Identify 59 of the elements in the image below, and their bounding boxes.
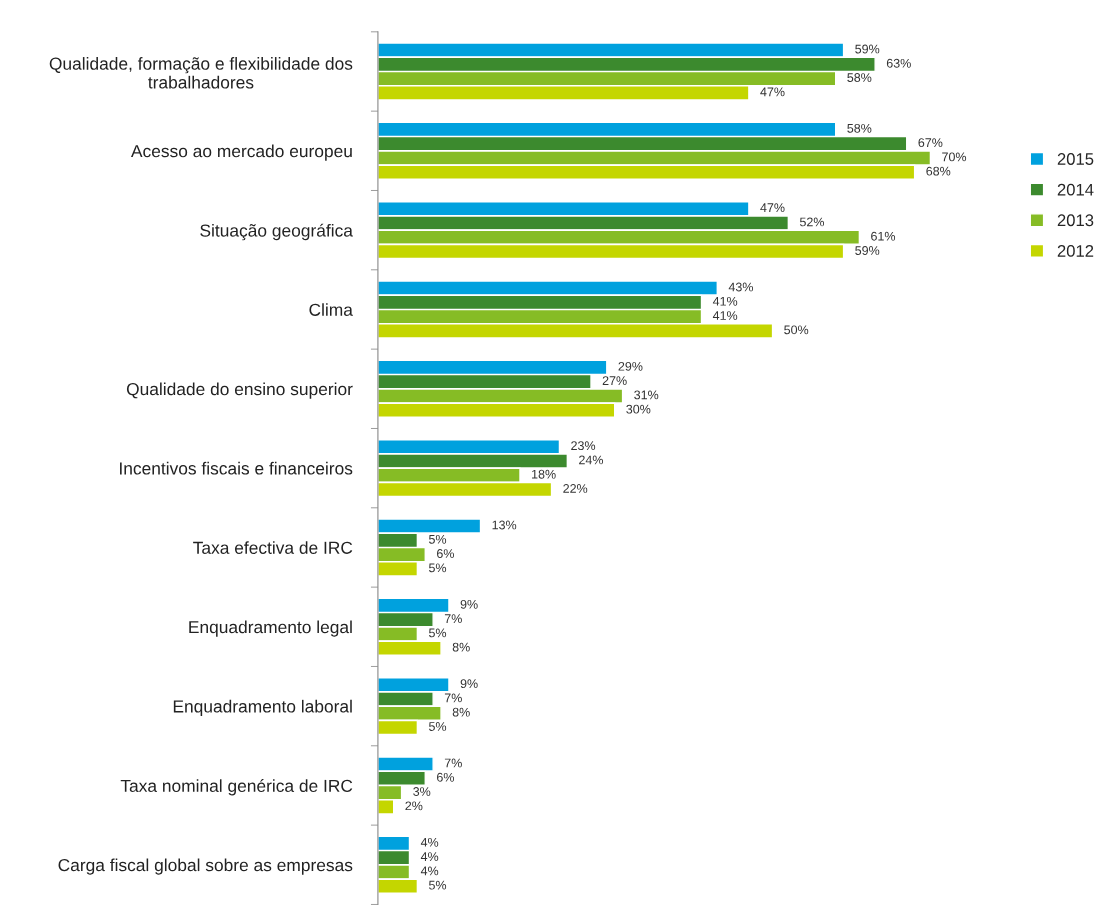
data-label: 50% [784, 325, 809, 335]
data-label: 47% [760, 203, 785, 213]
y-tick-label: Situação geográfica [200, 223, 353, 241]
data-label: 59% [855, 44, 880, 54]
y-tick-label: Qualidade, formação e flexibilidade dos trabalhadores [49, 57, 353, 89]
data-label: 2% [405, 801, 423, 811]
data-label: 22% [563, 484, 588, 493]
y-tick-label: Carga fiscal global sobre as empresas [58, 858, 353, 875]
y-tick-label: Clima [309, 303, 353, 316]
data-label: 52% [799, 217, 825, 227]
data-label: 29% [618, 361, 643, 371]
data-label: 7% [444, 693, 462, 703]
data-label: 24% [579, 455, 604, 465]
data-label: 30% [626, 404, 651, 414]
legend-label: 2012 [1057, 245, 1094, 257]
data-label: 5% [428, 628, 447, 638]
data-label: 7% [444, 758, 462, 768]
data-label: 18% [532, 469, 556, 479]
data-label: 8% [452, 707, 470, 717]
data-label: 6% [437, 772, 454, 782]
data-label: 67% [918, 138, 943, 148]
y-tick-label: Acesso ao mercado europeu [130, 144, 352, 161]
data-label: 4% [420, 837, 439, 847]
y-tick-label: Qualidade do ensino superior [126, 382, 353, 399]
legend-label: 2015 [1057, 153, 1094, 165]
data-label: 3% [413, 787, 431, 796]
data-label: 68% [926, 166, 951, 176]
data-label: 58% [847, 73, 872, 82]
data-label: 61% [871, 231, 896, 241]
data-label: 70% [942, 152, 967, 162]
y-tick-label: Taxa nominal genérica de IRC [120, 779, 353, 796]
data-label: 6% [437, 549, 454, 558]
data-label: 41% [712, 296, 738, 306]
data-label: 31% [634, 390, 659, 400]
data-label: 9% [460, 679, 478, 689]
y-tick-label: Incentivos fiscais e financeiros [120, 461, 353, 475]
data-label: 9% [460, 599, 478, 609]
data-label: 8% [452, 642, 470, 652]
data-label: 59% [855, 246, 880, 255]
legend-label: 2013 [1057, 214, 1094, 227]
data-label: 5% [428, 534, 447, 544]
data-label: 41% [712, 311, 738, 320]
data-label: 13% [492, 520, 517, 530]
data-label: 5% [428, 722, 447, 731]
y-tick-label: Enquadramento legal [189, 620, 352, 637]
data-label: 5% [428, 880, 447, 890]
data-label: 58% [847, 123, 872, 133]
data-label: 7% [444, 614, 462, 623]
y-tick-label: Enquadramento laboral [173, 699, 352, 717]
data-label: 63% [886, 58, 911, 68]
data-label: 4% [420, 866, 439, 876]
y-tick-label: Taxa efectiva de IRC [193, 541, 353, 554]
data-label: 27% [602, 376, 627, 385]
data-label: 23% [571, 441, 596, 451]
data-label: 5% [428, 563, 447, 573]
data-label: 43% [728, 282, 753, 292]
data-label: 4% [420, 852, 439, 861]
data-label: 47% [760, 87, 785, 97]
legend-label: 2014 [1057, 183, 1094, 196]
